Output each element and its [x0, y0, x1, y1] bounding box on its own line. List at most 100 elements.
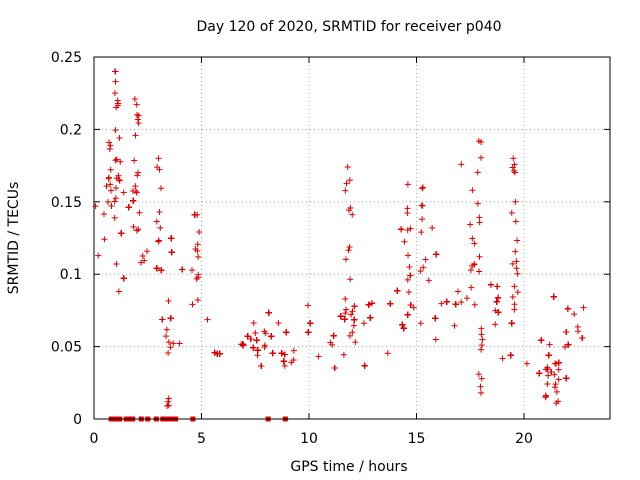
data-point — [258, 362, 265, 369]
data-point — [275, 319, 282, 326]
x-axis-label: GPS time / hours — [290, 459, 407, 475]
data-point — [165, 349, 172, 356]
data-point — [290, 356, 297, 363]
data-point — [103, 183, 110, 190]
data-point — [351, 316, 358, 323]
data-point — [476, 219, 483, 226]
data-point — [545, 352, 552, 359]
data-point — [194, 241, 201, 248]
data-point — [433, 251, 440, 258]
data-point — [159, 316, 166, 323]
data-point — [107, 181, 114, 188]
data-point — [247, 336, 254, 343]
data-point — [92, 203, 99, 210]
data-point — [551, 371, 558, 378]
data-point — [469, 235, 476, 242]
data-point — [167, 315, 174, 322]
data-point — [425, 277, 432, 284]
data-point — [384, 350, 391, 357]
data-point — [454, 288, 461, 295]
data-point — [513, 258, 520, 265]
data-point — [342, 187, 349, 194]
data-point — [467, 221, 474, 228]
data-point — [511, 306, 518, 313]
data-point — [406, 264, 413, 271]
data-point — [398, 226, 405, 233]
data-point — [116, 135, 123, 142]
data-point — [512, 248, 519, 255]
data-point — [252, 330, 259, 337]
data-point — [478, 154, 485, 161]
data-point — [387, 300, 394, 307]
data-point — [281, 362, 288, 369]
data-point — [438, 300, 445, 307]
data-point — [419, 184, 426, 191]
data-point — [340, 351, 347, 358]
y-tick-label: 0.05 — [51, 340, 82, 356]
data-point — [168, 249, 175, 256]
data-point — [189, 301, 196, 308]
data-point — [555, 366, 562, 373]
y-tick-label: 0.15 — [51, 195, 82, 211]
data-point — [106, 139, 113, 146]
data-point — [471, 240, 478, 247]
data-point — [193, 275, 200, 282]
data-point — [508, 320, 515, 327]
data-point — [305, 329, 312, 336]
data-point — [349, 308, 356, 315]
data-point — [512, 198, 519, 205]
data-point — [458, 299, 465, 306]
data-point — [132, 188, 139, 195]
data-point — [195, 253, 202, 260]
data-point — [405, 289, 412, 296]
data-point — [478, 389, 484, 396]
data-point — [265, 309, 272, 316]
data-point — [404, 227, 411, 234]
data-point — [118, 230, 125, 237]
data-point — [492, 321, 499, 328]
data-point — [253, 337, 260, 344]
data-point — [418, 202, 425, 209]
data-point — [487, 281, 494, 288]
data-point — [138, 259, 145, 266]
data-point — [153, 265, 160, 272]
data-point — [204, 316, 211, 323]
data-point — [511, 167, 518, 174]
data-point — [348, 311, 355, 318]
data-point — [179, 266, 186, 273]
data-point — [342, 256, 349, 263]
data-point — [343, 180, 350, 187]
data-point — [452, 301, 459, 308]
data-point — [432, 336, 439, 343]
data-point — [278, 350, 285, 357]
data-point — [474, 200, 481, 207]
data-point — [239, 341, 246, 348]
data-point — [194, 247, 201, 254]
data-point — [165, 395, 172, 402]
data-point — [544, 381, 551, 388]
data-point — [349, 329, 356, 336]
data-point — [477, 383, 484, 390]
data-point — [158, 185, 165, 192]
data-point — [509, 164, 516, 171]
data-point — [194, 296, 201, 303]
x-tick-label: 5 — [197, 431, 206, 447]
data-point — [478, 325, 485, 332]
data-point — [565, 341, 572, 348]
data-point — [468, 284, 475, 291]
data-point — [342, 310, 349, 317]
data-point — [351, 303, 358, 310]
data-point — [139, 253, 146, 260]
data-point — [114, 102, 121, 109]
data-point — [130, 197, 137, 204]
data-point — [132, 132, 139, 139]
data-point — [555, 398, 562, 405]
data-point — [113, 156, 120, 163]
data-point — [478, 138, 485, 145]
data-point — [155, 238, 162, 245]
data-point — [156, 208, 163, 215]
data-point — [254, 352, 261, 359]
data-point — [580, 304, 587, 311]
data-point — [211, 349, 218, 356]
